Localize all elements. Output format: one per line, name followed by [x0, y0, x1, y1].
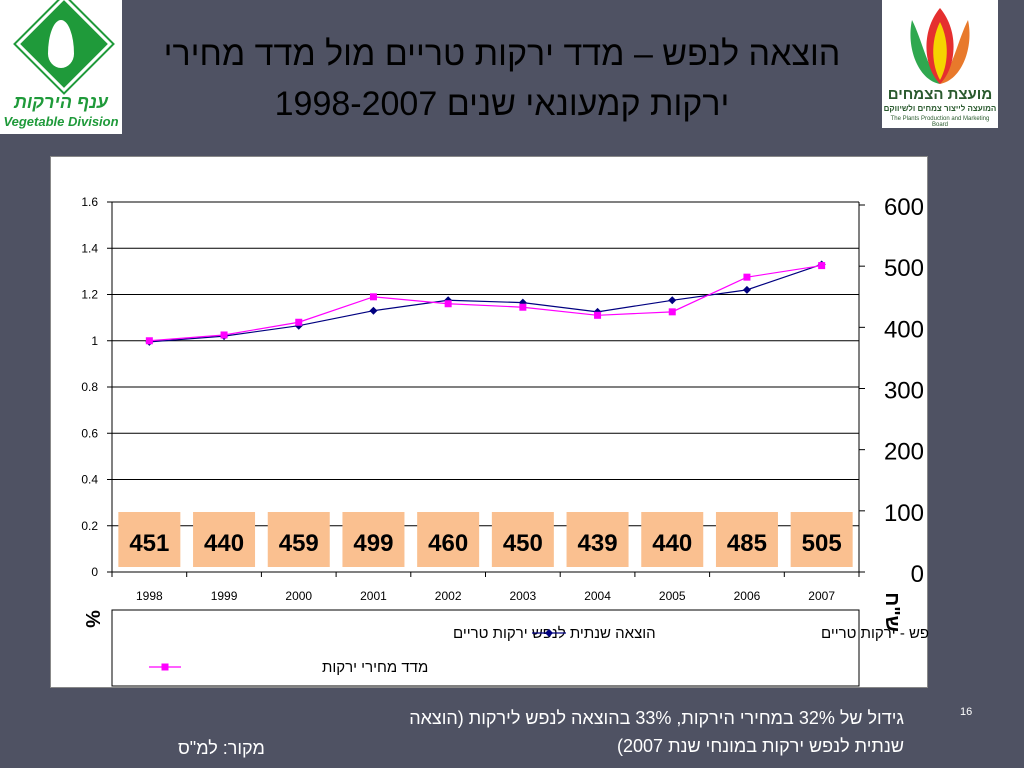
vegetable-division-logo: ענף הירקות Vegetable Division — [0, 0, 122, 134]
series-point-1-2005 — [668, 308, 676, 316]
spending-label-2001: 499 — [353, 530, 393, 557]
plants-board-logo: מועצת הצמחים המועצה לייצור צמחים ולשיווק… — [882, 0, 998, 128]
x-tick-2006: 2006 — [734, 589, 761, 603]
footnote-line2: שנתית לנפש ירקות במונחי שנת 2007) — [617, 736, 904, 756]
logo-right-hebrew-sub: המועצה לייצור צמחים ולשיווקם — [883, 104, 997, 113]
spending-bar-2001 — [342, 512, 405, 567]
right-axis-tick-200: 200 — [884, 439, 924, 466]
right-axis-tick-0: 0 — [911, 561, 924, 588]
x-tick-2005: 2005 — [659, 589, 686, 603]
spending-bar-2004 — [566, 512, 629, 567]
logo-left-hebrew: ענף הירקות — [13, 92, 109, 112]
tulip-icon — [910, 8, 970, 84]
left-axis-tick-0.6: 0.6 — [81, 426, 98, 440]
spending-bar-2006 — [715, 512, 778, 567]
slide-title-line2: ירקות קמעונאי שנים 1998-2007 — [274, 85, 730, 123]
left-axis-tick-0: 0 — [91, 565, 98, 579]
series-point-0-2005 — [668, 296, 677, 305]
spending-bar-2007 — [790, 512, 853, 567]
page-number: 16 — [960, 706, 973, 718]
left-axis-tick-1.6: 1.6 — [81, 195, 98, 209]
x-tick-2002: 2002 — [435, 589, 462, 603]
left-axis-title: % — [81, 610, 103, 628]
legend-box — [111, 609, 860, 687]
series-point-0-2001 — [369, 306, 378, 315]
series-point-0-2006 — [742, 285, 751, 294]
x-tick-1998: 1998 — [136, 589, 163, 603]
spending-bar-1998 — [118, 512, 181, 567]
spending-label-2007: 505 — [802, 530, 842, 557]
x-tick-1999: 1999 — [211, 589, 238, 603]
series-line-1 — [149, 265, 822, 342]
legend-label-series-1: מדד מחירי ירקות — [322, 659, 428, 676]
series-point-1-2002 — [444, 300, 452, 308]
footnote-line1: גידול של 32% במחירי הירקות, 33% בהוצאה ל… — [409, 708, 904, 728]
spending-label-2000: 459 — [279, 530, 319, 557]
legend-swatch-marker-1 — [161, 663, 169, 671]
series-point-1-2000 — [295, 318, 303, 326]
source-note: מקור: למ"ס — [178, 738, 265, 758]
x-tick-2004: 2004 — [584, 589, 611, 603]
right-axis-tick-100: 100 — [884, 500, 924, 527]
left-axis-tick-0.2: 0.2 — [81, 519, 98, 533]
left-axis-tick-0.8: 0.8 — [81, 380, 98, 394]
series-point-1-1998 — [145, 337, 153, 345]
spending-label-2005: 440 — [652, 530, 692, 557]
series-point-1-2006 — [743, 273, 751, 281]
spending-bar-2002 — [417, 512, 480, 567]
left-axis-tick-0.4: 0.4 — [81, 473, 98, 487]
logo-right-english: The Plants Production and Marketing Boar… — [890, 116, 990, 128]
spending-bar-2003 — [491, 512, 554, 567]
x-tick-2000: 2000 — [285, 589, 312, 603]
spending-bar-2000 — [267, 512, 330, 567]
spending-label-2003: 450 — [503, 530, 543, 557]
combo-chart: 0 0.2 0.4 0.6 0.8 1 1.2 1.4 1.6 0 100 200 300 400 500 6… — [81, 194, 929, 687]
left-axis-tick-1.2: 1.2 — [81, 288, 98, 302]
x-tick-2001: 2001 — [360, 589, 387, 603]
spending-label-1998: 451 — [129, 530, 169, 557]
left-axis-tick-1.4: 1.4 — [81, 241, 98, 255]
spending-bar-2005 — [641, 512, 704, 567]
series-point-1-2004 — [594, 311, 602, 319]
series-point-1-1999 — [220, 331, 228, 339]
logo-left-english: Vegetable Division — [3, 114, 119, 129]
right-axis-title: ש"ח — [881, 592, 903, 632]
x-tick-2007: 2007 — [808, 589, 835, 603]
spending-bar-1999 — [193, 512, 256, 567]
legend-swatch-marker-0 — [545, 629, 553, 637]
leaf-icon — [48, 20, 74, 68]
slide-title-line1: הוצאה לנפש – מדד ירקות טריים מול מדד מחי… — [163, 35, 841, 73]
right-axis-tick-600: 600 — [884, 194, 924, 221]
x-tick-2003: 2003 — [509, 589, 536, 603]
legend-label-series-0: מדד הוצאה לנפש - ירקות טריים — [821, 625, 929, 642]
logo-right-hebrew: מועצת הצמחים — [887, 86, 993, 103]
right-axis-tick-400: 400 — [884, 316, 924, 343]
series-point-1-2001 — [369, 293, 377, 301]
spending-label-2002: 460 — [428, 530, 468, 557]
spending-label-2006: 485 — [727, 530, 767, 557]
series-point-1-2007 — [818, 262, 826, 270]
series-point-1-2003 — [519, 303, 527, 311]
right-axis-tick-500: 500 — [884, 255, 924, 282]
spending-label-2004: 439 — [578, 530, 618, 557]
left-axis-tick-1: 1 — [91, 334, 98, 348]
right-axis-tick-300: 300 — [884, 378, 924, 405]
chart-container: 0 0.2 0.4 0.6 0.8 1 1.2 1.4 1.6 0 100 200 300 400 500 6… — [50, 156, 929, 688]
spending-label-1999: 440 — [204, 530, 244, 557]
